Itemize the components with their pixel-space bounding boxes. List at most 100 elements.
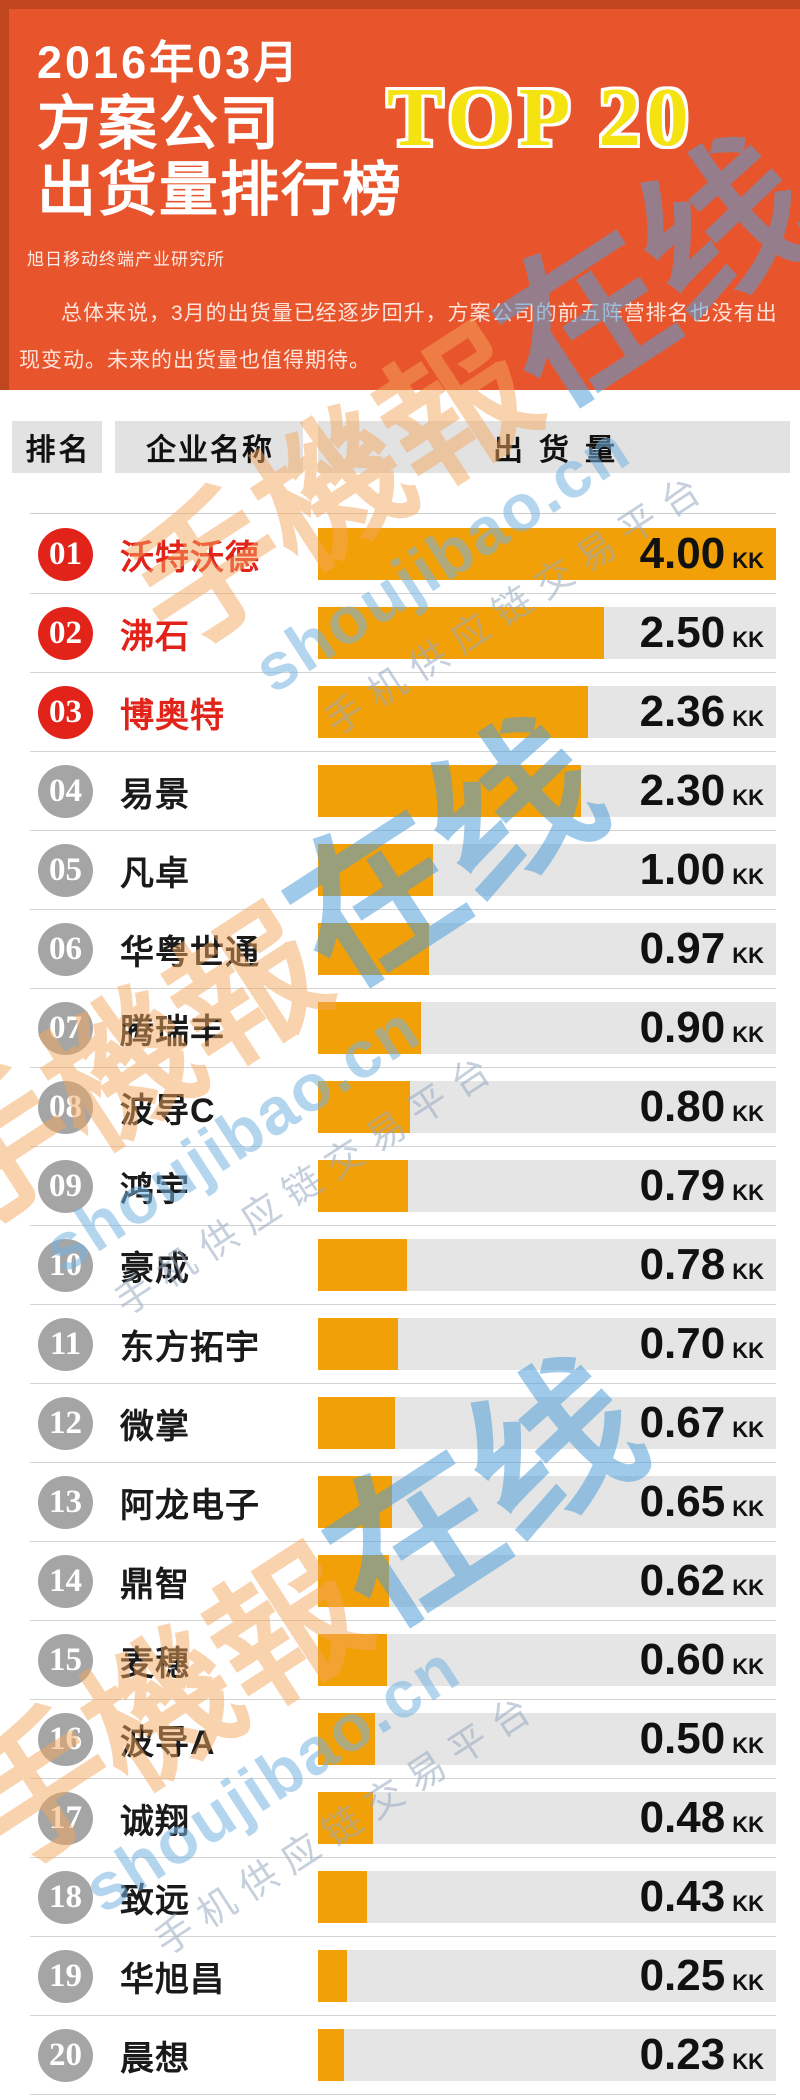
shipment-value: 0.70 (639, 1319, 726, 1368)
shipment-value: 0.79 (639, 1161, 726, 1210)
bar-fill (318, 923, 430, 975)
shipment-value: 0.25 (639, 1951, 726, 2000)
rank-badge: 13 (38, 1476, 93, 1529)
ranking-row: 11 东方拓宇 0.70 KK (0, 1305, 800, 1384)
ranking-row: 06 华粤世通 0.97 KK (0, 910, 800, 989)
ranking-row: 13 阿龙电子 0.65 KK (0, 1463, 800, 1542)
company-name: 易景 (120, 776, 190, 814)
shipment-unit: KK (732, 1654, 764, 1679)
shipment-value-wrap: 0.60 KK (640, 1635, 764, 1685)
shipment-value: 1.00 (639, 845, 726, 894)
shipment-unit: KK (732, 785, 764, 810)
rank-badge: 02 (38, 607, 93, 660)
company-name: 博奥特 (120, 697, 225, 735)
bar-track: 0.60 KK (318, 1634, 776, 1686)
rank-badge: 08 (38, 1081, 93, 1134)
bar-track: 0.62 KK (318, 1555, 776, 1607)
shipment-value-wrap: 2.36 KK (640, 687, 764, 737)
company-name: 麦穗 (120, 1645, 190, 1683)
company-name: 凡卓 (120, 855, 190, 893)
bar-track: 0.65 KK (318, 1476, 776, 1528)
bar-fill (318, 765, 582, 817)
bar-fill (318, 1871, 368, 1923)
shipment-unit: KK (732, 1338, 764, 1363)
ranking-row: 07 腾瑞丰 0.90 KK (0, 989, 800, 1068)
shipment-value: 2.30 (639, 766, 726, 815)
hero-header: 2016年03月 方案公司 出货量排行榜 旭日移动终端产业研究所 总体来说，3月… (0, 0, 800, 390)
bar-track: 2.36 KK (318, 686, 776, 738)
shipment-unit: KK (732, 943, 764, 968)
company-name: 腾瑞丰 (120, 1013, 225, 1051)
bar-fill (318, 528, 776, 580)
shipment-unit: KK (732, 706, 764, 731)
rank-badge: 06 (38, 923, 93, 976)
company-name: 致远 (120, 1882, 190, 1920)
date-line: 2016年03月 (37, 37, 302, 88)
ranking-row: 01 沃特沃德 4.00 KK (0, 515, 800, 594)
bar-track: 0.48 KK (318, 1792, 776, 1844)
ranking-row: 12 微掌 0.67 KK (0, 1384, 800, 1463)
shipment-unit: KK (732, 2049, 764, 2074)
company-name: 鸿宇 (120, 1171, 190, 1209)
column-header-shipment: 出货量 (318, 421, 790, 473)
company-name: 阿龙电子 (120, 1487, 260, 1525)
rank-badge: 19 (38, 1950, 93, 2003)
bar-track: 0.70 KK (318, 1318, 776, 1370)
shipment-value-wrap: 0.23 KK (640, 2030, 764, 2080)
shipment-unit: KK (732, 1575, 764, 1600)
shipment-unit: KK (732, 1970, 764, 1995)
shipment-value: 0.23 (639, 2030, 726, 2079)
shipment-unit: KK (732, 1180, 764, 1205)
title-line-1: 方案公司 (37, 91, 282, 157)
bar-fill (318, 1002, 422, 1054)
bar-fill (318, 1634, 387, 1686)
shipment-unit: KK (732, 548, 764, 573)
rank-badge: 10 (38, 1239, 93, 1292)
bar-track: 0.50 KK (318, 1713, 776, 1765)
shipment-value: 2.36 (639, 687, 726, 736)
rank-badge: 05 (38, 844, 93, 897)
column-header-rank: 排名 (12, 421, 102, 473)
shipment-value-wrap: 0.78 KK (640, 1240, 764, 1290)
shipment-value: 4.00 (639, 529, 726, 578)
title-line-2: 出货量排行榜 (37, 157, 404, 223)
ranking-row: 09 鸿宇 0.79 KK (0, 1147, 800, 1226)
shipment-value-wrap: 0.48 KK (640, 1793, 764, 1843)
company-name: 波导C (120, 1092, 216, 1130)
rank-badge: 09 (38, 1160, 93, 1213)
bar-track: 0.97 KK (318, 923, 776, 975)
shipment-unit: KK (732, 1022, 764, 1047)
ranking-row: 05 凡卓 1.00 KK (0, 831, 800, 910)
company-name: 晨想 (120, 2040, 190, 2078)
company-name: 沃特沃德 (120, 539, 260, 577)
shipment-value-wrap: 0.62 KK (640, 1556, 764, 1606)
ranking-row: 08 波导C 0.80 KK (0, 1068, 800, 1147)
shipment-value-wrap: 0.97 KK (640, 924, 764, 974)
rank-badge: 18 (38, 1871, 93, 1924)
bar-fill (318, 1792, 373, 1844)
shipment-value: 2.50 (639, 608, 726, 657)
shipment-value: 0.90 (639, 1003, 726, 1052)
rank-badge: 11 (38, 1318, 93, 1371)
bar-fill (318, 1555, 389, 1607)
shipment-value-wrap: 2.30 KK (640, 766, 764, 816)
shipment-value: 0.97 (639, 924, 726, 973)
rank-badge: 16 (38, 1713, 93, 1766)
shipment-unit: KK (732, 1812, 764, 1837)
bar-track: 1.00 KK (318, 844, 776, 896)
rank-badge: 15 (38, 1634, 93, 1687)
bar-fill (318, 607, 605, 659)
bar-track: 0.90 KK (318, 1002, 776, 1054)
ranking-row: 15 麦穗 0.60 KK (0, 1621, 800, 1700)
shipment-value-wrap: 0.79 KK (640, 1161, 764, 1211)
ranking-row: 02 沸石 2.50 KK (0, 594, 800, 673)
shipment-value: 0.48 (639, 1793, 726, 1842)
shipment-value-wrap: 0.67 KK (640, 1398, 764, 1448)
ranking-row: 03 博奥特 2.36 KK (0, 673, 800, 752)
ranking-row: 04 易景 2.30 KK (0, 752, 800, 831)
shipment-value-wrap: 4.00 KK (640, 529, 764, 579)
shipment-unit: KK (732, 627, 764, 652)
shipment-unit: KK (732, 1733, 764, 1758)
bar-fill (318, 686, 589, 738)
company-name: 沸石 (120, 618, 190, 656)
